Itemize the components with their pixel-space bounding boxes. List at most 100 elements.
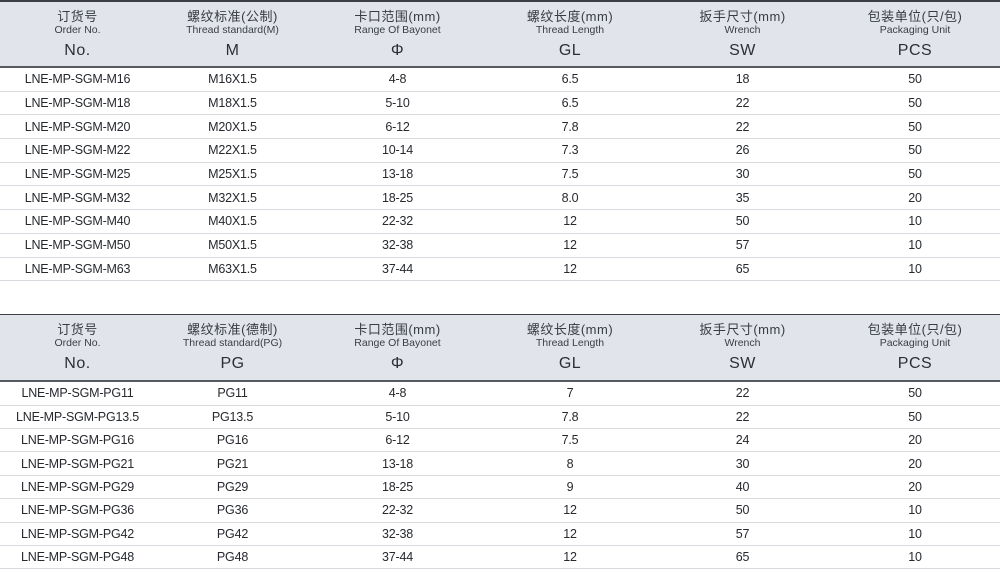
table-cell: 18 (735, 72, 750, 87)
header-en-label: Wrench (724, 24, 761, 36)
order-no-cell: LNE-MP-SGM-PG13.5 (15, 409, 140, 424)
header-cell: 包装单位(只/包) Packaging Unit PCS (830, 315, 1000, 380)
table-cell: M20X1.5 (208, 119, 257, 134)
table-cell: 18-25 (382, 479, 413, 494)
table-cell: 20 (908, 456, 922, 471)
table-cell: 20 (908, 479, 922, 494)
header-en-label: Order No. (54, 24, 101, 36)
header-cell: 订货号 Order No. No. (0, 2, 155, 66)
header-en-label: Wrench (724, 337, 761, 350)
header-code-label: GL (558, 355, 582, 373)
header-zh-label: 卡口范围(mm) (354, 9, 441, 24)
table-row: LNE-MP-SGM-M25 M25X1.5 13-18 7.5 30 50 (0, 162, 1000, 187)
table-cell: 22-32 (382, 214, 413, 229)
header-en-label: Packaging Unit (879, 24, 951, 36)
table-cell: 7.3 (561, 143, 579, 158)
table-cell: 5-10 (385, 409, 410, 424)
table-cell: 50 (908, 96, 922, 111)
table-cell: 6.5 (561, 96, 579, 111)
table-cell: PG48 (216, 550, 249, 565)
table-body-metric: LNE-MP-SGM-M16 M16X1.5 4-8 6.5 18 50 LNE-MP-SG… (0, 68, 1000, 282)
table-cell: 30 (735, 167, 750, 182)
header-cell: 扳手尺寸(mm) Wrench SW (655, 315, 830, 380)
header-code-label: No. (64, 355, 91, 373)
table-cell: 10 (908, 238, 922, 253)
table-row: LNE-MP-SGM-M18 M18X1.5 5-10 6.5 22 50 (0, 91, 1000, 116)
table-cell: 7.5 (561, 433, 579, 448)
order-no-cell: LNE-MP-SGM-PG11 (21, 386, 134, 401)
table-cell: 7.8 (561, 409, 579, 424)
order-no-cell: LNE-MP-SGM-M16 (24, 72, 131, 87)
table-cell: 10 (908, 526, 922, 541)
table-row: LNE-MP-SGM-PG13.5 PG13.5 5-10 7.8 22 50 (0, 405, 1000, 429)
header-cell: 包装单位(只/包) Packaging Unit PCS (830, 2, 1000, 66)
table-cell: M63X1.5 (208, 261, 257, 276)
table-cell: 65 (735, 261, 750, 276)
table-cell: 8.0 (561, 190, 579, 205)
table-cell: PG13.5 (211, 409, 254, 424)
header-code-label: PG (220, 355, 245, 373)
table-cell: 12 (563, 550, 577, 565)
table-row: LNE-MP-SGM-PG11 PG11 4-8 7 22 50 (0, 382, 1000, 406)
table-cell: 6-12 (385, 433, 410, 448)
table-cell: 65 (735, 550, 750, 565)
header-zh-label: 螺纹长度(mm) (526, 322, 614, 338)
header-en-label: Thread Length (535, 337, 605, 350)
header-code-label: SW (729, 42, 756, 59)
table-row: LNE-MP-SGM-M16 M16X1.5 4-8 6.5 18 50 (0, 68, 1000, 92)
header-zh-label: 扳手尺寸(mm) (699, 9, 786, 24)
table-cell: 6.5 (561, 72, 579, 87)
header-en-label: Range Of Bayonet (354, 24, 441, 36)
table-cell: 50 (908, 409, 922, 424)
header-cell: 扳手尺寸(mm) Wrench SW (655, 2, 830, 66)
header-cell: 卡口范围(mm) Range Of Bayonet Φ (310, 2, 485, 66)
header-en-label: Packaging Unit (879, 337, 951, 350)
table-cell: M18X1.5 (208, 96, 257, 111)
table-cell: 37-44 (382, 550, 413, 565)
table-cell: 12 (563, 503, 577, 518)
header-code-label: PCS (897, 42, 933, 59)
order-no-cell: LNE-MP-SGM-PG21 (21, 456, 134, 471)
table-header-metric: 订货号 Order No. No. 螺纹标准(公制) Thread standard(M… (0, 0, 1000, 68)
table-cell: 22-32 (382, 503, 413, 518)
table-cell: 20 (908, 190, 922, 205)
table-cell: 6-12 (385, 119, 410, 134)
table-cell: 20 (908, 433, 922, 448)
table-cell: M25X1.5 (208, 167, 257, 182)
table-row: LNE-MP-SGM-M50 M50X1.5 32-38 12 57 10 (0, 233, 1000, 258)
header-cell: 螺纹长度(mm) Thread Length GL (485, 2, 655, 66)
table-cell: M22X1.5 (208, 143, 257, 158)
table-cell: M32X1.5 (208, 190, 257, 205)
table-cell: 35 (735, 190, 750, 205)
table-cell: PG16 (216, 433, 249, 448)
table-cell: M40X1.5 (208, 214, 257, 229)
header-en-label: Order No. (54, 337, 101, 350)
header-zh-label: 订货号 (57, 9, 98, 24)
table-row: LNE-MP-SGM-M22 M22X1.5 10-14 7.3 26 50 (0, 139, 1000, 163)
table-cell: 12 (563, 261, 577, 276)
table-cell: 10 (908, 550, 922, 565)
header-code-label: PCS (897, 355, 933, 373)
table-row: LNE-MP-SGM-PG48 PG48 37-44 12 65 10 (0, 545, 1000, 570)
header-en-label: Thread standard(PG) (182, 337, 283, 350)
header-code-label: GL (558, 42, 582, 59)
table-body-pg: LNE-MP-SGM-PG11 PG11 4-8 7 22 50 LNE-MP-SGM-PG… (0, 382, 1000, 570)
table-cell: 24 (735, 433, 750, 448)
order-no-cell: LNE-MP-SGM-PG48 (21, 550, 134, 565)
header-zh-label: 螺纹长度(mm) (526, 9, 614, 24)
table-cell: 7.5 (561, 167, 579, 182)
header-en-label: Range Of Bayonet (354, 337, 441, 350)
table-cell: 30 (735, 456, 750, 471)
table-cell: 12 (563, 526, 577, 541)
order-no-cell: LNE-MP-SGM-M25 (24, 167, 131, 182)
table-cell: 13-18 (382, 456, 413, 471)
table-row: LNE-MP-SGM-M63 M63X1.5 37-44 12 65 10 (0, 257, 1000, 282)
table-cell: 50 (908, 167, 922, 182)
table-cell: PG29 (216, 479, 249, 494)
header-code-label: SW (729, 355, 756, 373)
table-cell: 22 (735, 386, 750, 401)
table-cell: M16X1.5 (208, 72, 257, 87)
header-en-label: Thread standard(M) (186, 24, 279, 36)
table-cell: 9 (566, 479, 574, 494)
order-no-cell: LNE-MP-SGM-M18 (24, 96, 131, 111)
